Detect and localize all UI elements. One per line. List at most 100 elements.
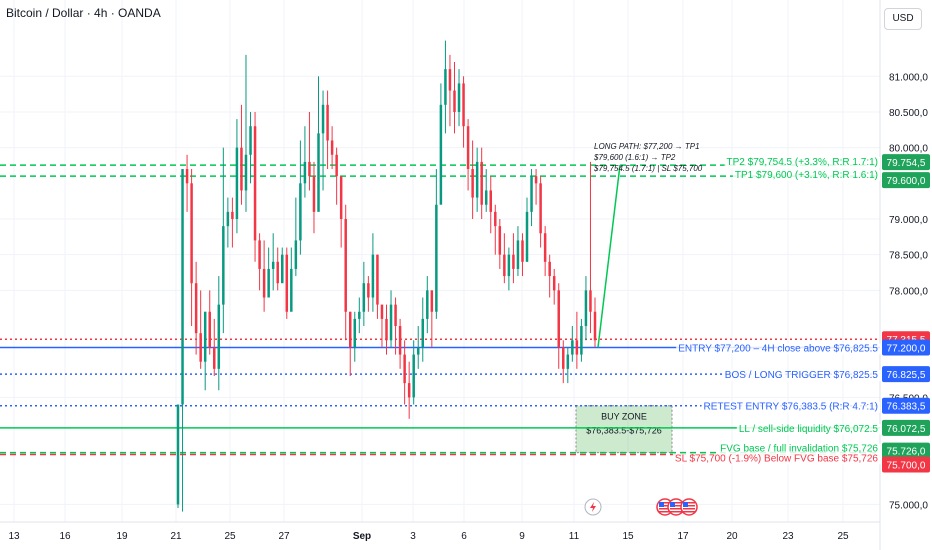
candle-body xyxy=(358,311,361,319)
candle-body xyxy=(489,190,492,212)
candle-body xyxy=(426,290,429,319)
x-tick-label: 13 xyxy=(8,531,20,542)
x-tick-label: 17 xyxy=(677,531,689,542)
y-tick-label: 80.000,0 xyxy=(889,144,928,155)
y-tick-label: 81.000,0 xyxy=(889,72,928,83)
y-tick-label: 78.500,0 xyxy=(889,251,928,262)
candle-body xyxy=(435,204,438,312)
price-tag xyxy=(882,339,930,356)
flag-canton xyxy=(670,502,675,507)
candle-body xyxy=(494,211,497,227)
price-tag-label: 76.825,5 xyxy=(887,370,926,381)
candle-body xyxy=(235,147,239,219)
candle-body xyxy=(462,83,465,127)
us-flag-event-icon xyxy=(680,498,698,516)
candle-body xyxy=(312,176,316,212)
candle-body xyxy=(575,340,579,355)
y-tick-label: 79.000,0 xyxy=(889,215,928,226)
level-label-bg xyxy=(701,401,880,413)
price-tag xyxy=(882,419,930,436)
candle-body xyxy=(317,133,320,212)
flag-canton xyxy=(659,502,664,507)
flag-stripe xyxy=(659,505,671,507)
candle-body xyxy=(389,304,393,341)
x-tick-label: 20 xyxy=(726,531,738,542)
candle-body xyxy=(453,90,456,112)
candle-body xyxy=(181,169,184,405)
level-label-bg xyxy=(718,443,881,455)
candle-body xyxy=(516,240,520,269)
y-tick-label: 75.000,0 xyxy=(889,500,928,511)
candle-body xyxy=(362,283,366,312)
candle-body xyxy=(344,218,347,312)
level-label: TP1 $79,600 (+3.1%, R:R 1.6:1) xyxy=(735,170,878,181)
level-label: SL $75,700 (-1.9%) Below FVG base $75,72… xyxy=(675,453,879,464)
x-tick-label: 21 xyxy=(170,531,182,542)
candle-body xyxy=(471,169,474,198)
candle-body xyxy=(281,254,284,284)
candle-body xyxy=(217,304,221,369)
chart-title: Bitcoin / Dollar · 4h · OANDA xyxy=(6,6,161,20)
candle-body xyxy=(244,154,248,191)
level-label: LL / sell-side liquidity $76,072.5 xyxy=(739,424,879,435)
candle-body xyxy=(584,290,588,327)
candle-body xyxy=(321,104,325,134)
level-label: TP2 $79,754.5 (+3.3%, R:R 1.7:1) xyxy=(727,157,878,168)
x-tick-label: 6 xyxy=(461,531,467,542)
candle-body xyxy=(512,254,515,269)
price-tag xyxy=(882,366,930,383)
candle-body xyxy=(548,261,551,277)
candle-body xyxy=(303,161,307,184)
candle-body xyxy=(213,347,216,369)
lightning-bolt-shape xyxy=(590,502,596,512)
candle-body xyxy=(326,104,329,141)
lightning-event-icon xyxy=(584,498,602,516)
flag-stripe xyxy=(670,511,682,513)
candle-body xyxy=(290,268,293,312)
candle-body xyxy=(557,290,560,348)
flag-stripe xyxy=(683,505,695,507)
candle-body xyxy=(267,268,270,298)
candle-body xyxy=(589,290,592,312)
candle-body xyxy=(385,318,388,341)
candle-body xyxy=(176,404,180,505)
candle-body xyxy=(430,290,434,312)
candle-body xyxy=(348,311,352,348)
level-label-bg xyxy=(722,370,881,382)
flag-stripe xyxy=(670,508,682,510)
flag-stripe xyxy=(659,502,671,504)
candle-body xyxy=(240,147,243,191)
candle-body xyxy=(190,183,193,284)
currency-button[interactable]: USD xyxy=(884,8,922,30)
candle-body xyxy=(367,283,370,298)
candle-body xyxy=(466,126,470,170)
x-tick-label: 23 xyxy=(782,531,794,542)
buy-zone-range: $76,383.5-$75,726 xyxy=(586,426,662,436)
candle-body xyxy=(412,354,415,398)
flag-canton xyxy=(683,502,688,507)
price-tag-label: 77.200,0 xyxy=(887,343,926,354)
candle-body xyxy=(299,183,302,241)
level-label-bg xyxy=(724,157,880,169)
x-tick-label: 15 xyxy=(622,531,634,542)
candle-body xyxy=(539,183,542,234)
x-tick-label: 25 xyxy=(224,531,236,542)
candle-body xyxy=(457,83,461,112)
price-tag-label: 75.700,0 xyxy=(887,460,926,471)
flag-stripe xyxy=(659,511,671,513)
candle-body xyxy=(222,226,225,305)
price-tag-label: 79.754,5 xyxy=(887,158,926,169)
candle-body xyxy=(593,311,597,341)
candle-body xyxy=(498,226,502,255)
price-tag-label: 76.072,5 xyxy=(887,424,926,435)
candle-body xyxy=(339,176,343,219)
candle-body xyxy=(226,211,230,227)
candle-body xyxy=(566,354,570,369)
x-tick-label: Sep xyxy=(353,531,371,542)
flag-stripe xyxy=(683,511,695,513)
y-tick-label: 78.000,0 xyxy=(889,286,928,297)
candle-body xyxy=(475,161,479,198)
candle-body xyxy=(421,318,425,348)
candle-body xyxy=(403,354,406,384)
